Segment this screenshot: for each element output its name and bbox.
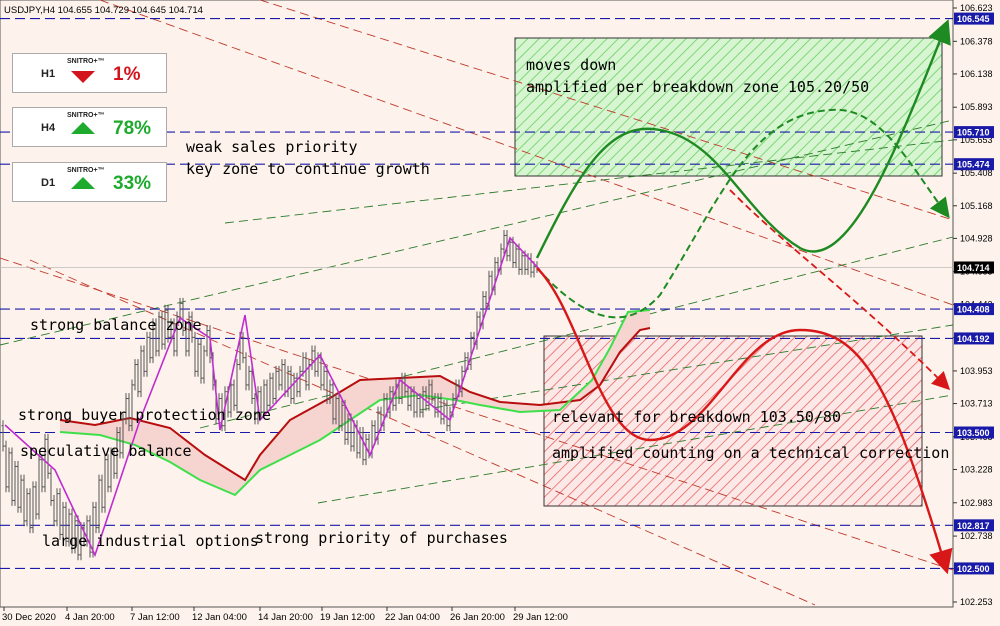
x-tick-label: 14 Jan 20:00	[258, 612, 313, 623]
signal-h1: H1 SNITRO+™ 1%	[12, 53, 167, 93]
signal-h1-brand: SNITRO+™	[67, 58, 105, 65]
current-price-label: 104.714	[957, 263, 990, 273]
level-label: 104.408	[957, 305, 990, 315]
level-label-bg	[954, 126, 994, 139]
signal-h4-brand: SNITRO+™	[67, 112, 105, 119]
y-tick-label: 106.623	[960, 3, 993, 13]
y-tick-label: 105.408	[960, 168, 993, 178]
signal-h4-value: 78%	[113, 118, 152, 139]
chart-header: USDJPY,H4 104.655 104.729 104.645 104.71…	[4, 5, 203, 16]
y-tick-label: 104.928	[960, 233, 993, 243]
signal-d1: D1 SNITRO+™ 33%	[12, 162, 167, 202]
sell-zone-rect	[514, 37, 943, 177]
y-tick-label: 105.653	[960, 135, 993, 145]
signal-h4: H4 SNITRO+™ 78%	[12, 107, 167, 147]
annotation-moves-down: moves down	[526, 56, 616, 74]
buy-zone-rect	[543, 335, 923, 507]
y-tick-label: 102.983	[960, 498, 993, 508]
y-tick-label: 103.953	[960, 366, 993, 376]
zigzag-line	[4, 236, 541, 558]
annotations: weak sales priority key zone to continue…	[18, 56, 949, 550]
x-tick-label: 12 Jan 04:00	[192, 612, 247, 623]
level-label-bg	[954, 332, 994, 345]
arrow-down-icon	[71, 71, 95, 83]
level-label-bg	[954, 426, 994, 439]
x-tick-label: 4 Jan 20:00	[65, 612, 115, 623]
signal-h1-timeframe: H1	[41, 68, 56, 80]
level-label-bg	[954, 303, 994, 316]
level-label: 106.545	[957, 14, 990, 24]
x-tick-label: 26 Jan 20:00	[450, 612, 505, 623]
x-tick-label: 7 Jan 12:00	[130, 612, 180, 623]
y-tick-label: 106.138	[960, 69, 993, 79]
signal-d1-brand: SNITRO+™	[67, 167, 105, 174]
y-tick-label: 103.713	[960, 399, 993, 409]
level-label-bg	[954, 519, 994, 532]
annotation-strong-purchases: strong priority of purchases	[255, 529, 508, 547]
annotation-strong-balance: strong balance zone	[30, 316, 202, 334]
level-label: 102.500	[957, 564, 990, 574]
arrow-up-icon	[71, 122, 95, 134]
annotation-weak-sales: weak sales priority	[186, 138, 358, 156]
x-tick-label: 30 Dec 2020	[2, 612, 56, 623]
signal-d1-timeframe: D1	[41, 177, 56, 189]
level-label: 102.817	[957, 521, 990, 531]
x-tick-label: 29 Jan 12:00	[513, 612, 568, 623]
annotation-key-zone: key zone to continue growth	[186, 160, 430, 178]
y-tick-label: 106.378	[960, 36, 993, 46]
signal-h1-value: 1%	[113, 64, 141, 85]
cloud	[59, 309, 651, 497]
level-label-bg	[954, 158, 994, 171]
y-tick-label: 102.738	[960, 531, 993, 541]
signal-d1-value: 33%	[113, 173, 152, 194]
level-label-bg	[954, 12, 994, 25]
time-axis: 30 Dec 2020 4 Jan 20:00 7 Jan 12:00 12 Jan …	[2, 607, 568, 623]
scenario-paths	[535, 19, 953, 575]
x-tick-label: 22 Jan 04:00	[385, 612, 440, 623]
annotation-buyer-protection: strong buyer protection zone	[18, 406, 271, 424]
y-tick-label: 105.893	[960, 102, 993, 112]
y-tick-label: 105.168	[960, 201, 993, 211]
annotation-speculative: speculative balance	[20, 442, 192, 460]
annotation-relevant-breakdown: relevant for breakdown 103.50/80	[552, 408, 841, 426]
arrow-up-icon	[71, 177, 95, 189]
y-tick-label: 102.253	[960, 597, 993, 607]
price-axis: 106.623 106.378 106.138 105.893 105.653 105.4…	[953, 3, 994, 607]
signal-h4-timeframe: H4	[41, 122, 56, 134]
annotation-industrial: large industrial options	[42, 532, 259, 550]
level-label: 103.500	[957, 428, 990, 438]
y-tick-label: 103.228	[960, 464, 993, 474]
level-label: 105.474	[957, 160, 990, 170]
level-label: 105.710	[957, 128, 990, 138]
level-label: 104.192	[957, 334, 990, 344]
annotation-amplified-breakdown: amplified per breakdown zone 105.20/50	[526, 78, 869, 96]
current-price-bg	[954, 261, 994, 274]
annotation-amplified-correction: amplified counting on a technical correc…	[552, 444, 949, 462]
x-tick-label: 19 Jan 12:00	[320, 612, 375, 623]
level-label-bg	[954, 562, 994, 575]
